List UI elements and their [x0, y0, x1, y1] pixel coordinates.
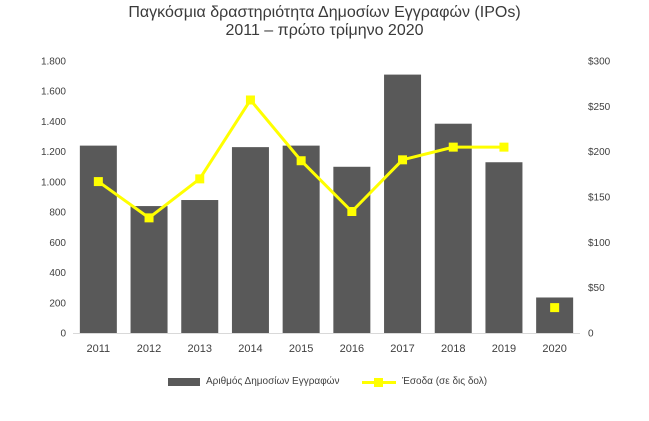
x-tick-label: 2013 [188, 343, 212, 355]
revenue-marker-2015 [296, 156, 306, 166]
bar-2014 [231, 147, 269, 333]
chart-title: Παγκόσμια δραστηριότητα Δημοσίων Εγγραφώ… [128, 4, 521, 21]
bar-2020 [536, 297, 574, 333]
revenue-marker-2017 [398, 155, 408, 165]
y-right-tick-label: 0 [588, 329, 594, 340]
y-right-tick-label: $250 [588, 102, 611, 113]
bar-2013 [181, 200, 219, 333]
x-tick-label: 2012 [137, 343, 161, 355]
y-right-tick-label: $100 [588, 238, 611, 249]
legend-bar-label: Αριθμός Δημοσίων Εγγραφών [206, 376, 340, 387]
y-left-tick-label: 1.000 [41, 177, 66, 188]
y-left-tick-label: 1.400 [41, 117, 66, 128]
x-tick-label: 2014 [238, 343, 262, 355]
y-right-tick-label: $150 [588, 193, 611, 204]
y-right-tick-label: $200 [588, 147, 611, 158]
y-left-tick-label: 800 [49, 208, 66, 219]
bar-2018 [434, 123, 472, 333]
legend-line-item: Έσοδα (σε δις δολ) [362, 376, 487, 387]
chart-subtitle: 2011 – πρώτο τρίμηνο 2020 [225, 22, 424, 39]
y-right-tick-label: $50 [588, 283, 605, 294]
x-tick-label: 2019 [492, 343, 516, 355]
x-tick-label: 2016 [340, 343, 364, 355]
revenue-marker-2013 [195, 174, 205, 184]
revenue-marker-2012 [144, 213, 154, 223]
revenue-marker-2019 [499, 142, 509, 152]
bar-2019 [485, 162, 523, 333]
bar-2012 [130, 206, 168, 333]
legend: Αριθμός Δημοσίων Εγγραφών [168, 376, 340, 387]
y-right-tick-label: $300 [588, 57, 611, 68]
legend-line-swatch [362, 377, 396, 387]
y-left-tick-label: 600 [49, 238, 66, 249]
y-left-tick-label: 1.600 [41, 87, 66, 98]
x-tick-label: 2011 [87, 343, 111, 355]
y-left-tick-label: 1.800 [41, 57, 66, 68]
bar-2015 [282, 145, 320, 333]
y-left-tick-label: 0 [60, 329, 66, 340]
x-tick-label: 2020 [542, 343, 566, 355]
y-left-tick-label: 1.200 [41, 147, 66, 158]
y-left-tick-label: 400 [49, 268, 66, 279]
revenue-marker-2020 [550, 303, 560, 313]
bar-2017 [384, 74, 422, 333]
x-tick-label: 2015 [289, 343, 313, 355]
revenue-marker-2014 [245, 95, 255, 105]
bar-2011 [79, 145, 117, 333]
y-left-tick-label: 200 [49, 298, 66, 309]
x-tick-label: 2017 [390, 343, 414, 355]
revenue-marker-2018 [448, 142, 458, 152]
legend-line-label: Έσοδα (σε δις δολ) [402, 376, 488, 387]
x-tick-label: 2018 [441, 343, 465, 355]
bar-2016 [333, 166, 371, 333]
legend-bar-swatch [168, 377, 200, 386]
revenue-marker-2011 [93, 177, 103, 187]
revenue-marker-2016 [347, 207, 357, 217]
